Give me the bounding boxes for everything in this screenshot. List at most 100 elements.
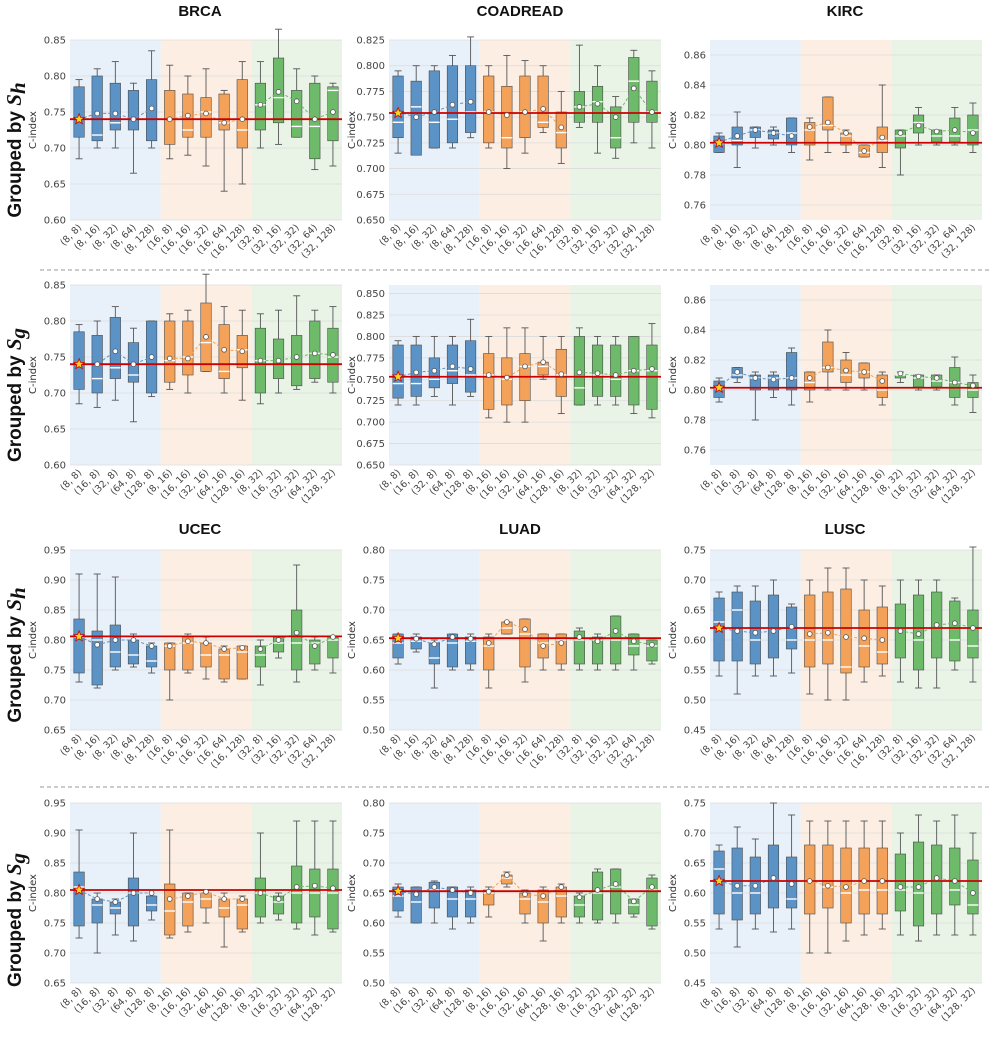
mean-marker <box>897 628 904 634</box>
mean-marker <box>970 382 976 389</box>
baseline-star <box>712 874 726 887</box>
box-8-64 <box>446 633 459 671</box>
mean-marker <box>431 884 438 890</box>
y-tick-label: 0.825 <box>356 36 385 47</box>
mean-marker <box>239 896 246 902</box>
box-body <box>949 600 961 662</box>
mean-marker <box>788 623 795 630</box>
box-body <box>767 594 780 659</box>
mean-marker <box>734 882 740 889</box>
mean-marker <box>649 366 655 372</box>
box-128-8 <box>786 347 798 406</box>
box-body <box>610 344 622 397</box>
y-tick-label: 0.75 <box>44 353 66 364</box>
box-body <box>291 90 303 138</box>
title-brca: BRCA <box>178 3 221 20</box>
box-8-32 <box>573 327 585 406</box>
y-axis-label: C-index <box>28 621 39 659</box>
baseline-star <box>72 112 86 125</box>
mean-marker <box>257 890 264 896</box>
y-tick-label: 0.70 <box>44 144 66 155</box>
y-tick-label: 0.85 <box>44 606 66 617</box>
y-tick-label: 0.70 <box>44 949 66 960</box>
y-tick-label: 0.65 <box>44 726 66 737</box>
box-body <box>428 881 440 909</box>
box-body <box>949 847 961 906</box>
mean-marker <box>843 130 849 136</box>
mean-marker <box>825 882 831 889</box>
y-axis-label: C-index <box>28 356 39 394</box>
mean-marker <box>166 116 173 122</box>
box-body <box>767 374 780 391</box>
mean-marker <box>630 898 637 905</box>
box-body <box>537 75 549 128</box>
mean-marker <box>843 367 849 374</box>
box-16-8 <box>483 65 495 149</box>
panels: 0.600.650.700.750.800.85C-index(8, 8)(8,… <box>28 28 982 1024</box>
y-tick-label: 0.65 <box>44 180 66 191</box>
box-body <box>646 80 658 123</box>
mean-marker <box>293 629 300 636</box>
box-body <box>218 93 230 131</box>
title-lusc: LUSC <box>825 521 866 538</box>
mean-marker <box>788 881 795 887</box>
y-tick-label: 0.80 <box>44 889 66 900</box>
box-32-128 <box>967 102 979 153</box>
box-body <box>804 122 816 146</box>
mean-marker <box>185 355 191 362</box>
y-tick-label: 0.70 <box>684 829 706 840</box>
y-tick-label: 0.84 <box>684 81 706 92</box>
box-body <box>786 117 798 146</box>
y-axis-label: C-index <box>28 874 39 912</box>
mean-marker <box>330 634 336 640</box>
mean-marker <box>257 102 264 108</box>
y-tick-label: 0.800 <box>356 61 385 72</box>
chart-coadread-s_g: 0.650 0.675 0.700 0.725 0.750 0.775 0.800 0.825… <box>347 285 661 506</box>
mean-marker <box>879 637 886 643</box>
mean-marker <box>130 637 137 643</box>
box-8-32 <box>109 576 121 671</box>
y-tick-label: 0.80 <box>684 386 706 397</box>
y-tick-label: 0.65 <box>363 889 385 900</box>
mean-marker <box>806 631 813 637</box>
mean-marker <box>770 130 777 136</box>
box-body <box>501 357 513 406</box>
box-8-16 <box>91 68 103 149</box>
box-8-16 <box>91 573 103 689</box>
box-body <box>840 588 852 674</box>
box-32-32 <box>291 820 303 930</box>
box-body <box>786 352 798 391</box>
chart-lusc-s_g: 0.450.500.550.600.650.700.75C-index(8, 8… <box>668 799 982 1024</box>
mean-marker <box>933 622 940 628</box>
box-16-128 <box>555 633 567 671</box>
mean-marker <box>897 370 904 377</box>
y-tick-label: 0.95 <box>44 799 66 810</box>
box-body <box>309 320 321 379</box>
mean-marker <box>770 628 777 634</box>
y-tick-label: 0.70 <box>44 389 66 400</box>
mean-marker <box>734 628 740 634</box>
box-body <box>894 853 906 912</box>
y-tick-label: 0.82 <box>684 111 706 122</box>
mean-marker <box>734 369 740 375</box>
row-label-2: Grouped by Sg <box>2 328 30 462</box>
mean-marker <box>221 346 227 353</box>
mean-marker <box>522 363 528 370</box>
row-label-4: Grouped by Sg <box>2 853 30 987</box>
box-8-32 <box>428 65 440 149</box>
y-tick-label: 0.70 <box>363 606 385 617</box>
baseline-star <box>391 106 405 119</box>
y-axis-label: C-index <box>668 356 679 394</box>
y-tick-label: 0.50 <box>363 979 385 990</box>
mean-marker <box>612 628 619 634</box>
box-16-32 <box>519 618 531 683</box>
box-16-64 <box>537 65 549 134</box>
mean-marker <box>330 885 336 891</box>
y-tick-label: 0.78 <box>684 416 706 427</box>
box-16-32 <box>840 129 852 153</box>
box-body <box>327 868 339 930</box>
mean-marker <box>166 896 173 902</box>
mean-marker <box>203 640 209 646</box>
y-tick-label: 0.55 <box>363 696 385 707</box>
mean-marker <box>576 369 583 376</box>
